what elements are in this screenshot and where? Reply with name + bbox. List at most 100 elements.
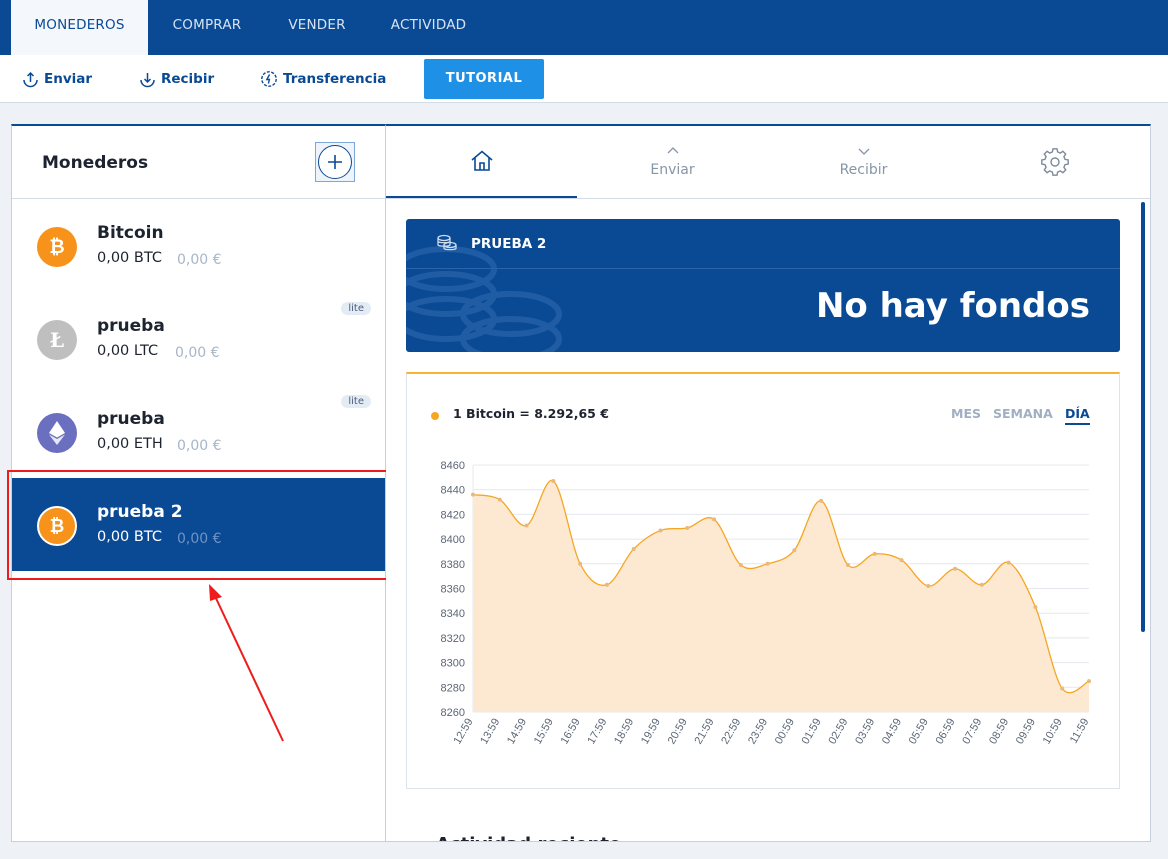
- wallet-eur-value: 0,00 €: [177, 438, 222, 454]
- x-tick-label: 08:59: [987, 717, 1011, 747]
- tab-monederos[interactable]: MONEDEROS: [11, 0, 148, 55]
- wallet-eur-value: 0,00 €: [177, 252, 222, 268]
- x-tick-label: 04:59: [880, 717, 904, 747]
- divider: [12, 198, 385, 199]
- data-point: [899, 558, 904, 563]
- y-tick-label: 8340: [441, 608, 465, 620]
- wallet-item-prueba-ltc[interactable]: Ł prueba 0,00 LTC 0,00 € lite: [12, 292, 385, 385]
- data-point: [1060, 686, 1065, 691]
- period-day[interactable]: DÍA: [1065, 406, 1090, 425]
- plus-icon: [328, 155, 342, 169]
- lite-badge: lite: [341, 395, 371, 408]
- data-point: [979, 582, 984, 587]
- wallet-name: prueba: [97, 409, 165, 429]
- wallet-name: prueba 2: [97, 502, 183, 522]
- rate-label: 1 Bitcoin = 8.292,65 €: [453, 406, 609, 421]
- x-tick-label: 03:59: [853, 717, 877, 747]
- x-tick-label: 22:59: [719, 717, 743, 747]
- send-label: Enviar: [44, 71, 93, 87]
- tab-vender[interactable]: VENDER: [288, 17, 346, 33]
- x-tick-label: 09:59: [1014, 717, 1038, 747]
- data-point: [953, 566, 958, 571]
- x-tick-label: 02:59: [826, 717, 850, 747]
- x-tick-label: 19:59: [639, 717, 663, 747]
- highlight-box: [7, 470, 392, 580]
- add-wallet-button[interactable]: [315, 142, 355, 182]
- wallet-item-prueba-2[interactable]: ₿ prueba 2 0,00 BTC 0,00 €: [12, 478, 385, 571]
- data-point: [631, 546, 636, 551]
- x-tick-label: 11:59: [1068, 717, 1092, 746]
- period-week[interactable]: SEMANA: [993, 406, 1053, 421]
- coins-icon: [437, 234, 457, 251]
- period-month[interactable]: MES: [951, 406, 981, 421]
- tab-comprar[interactable]: COMPRAR: [172, 17, 242, 33]
- x-tick-label: 23:59: [746, 717, 770, 747]
- y-tick-label: 8400: [441, 534, 465, 546]
- receive-button[interactable]: Recibir: [139, 69, 214, 89]
- tab-receive-label: Recibir: [839, 162, 888, 178]
- tab-home[interactable]: [386, 126, 577, 198]
- tab-settings[interactable]: [959, 126, 1150, 198]
- data-point: [1033, 605, 1038, 610]
- price-chart-card: 1 Bitcoin = 8.292,65 € MES SEMANA DÍA 82…: [406, 372, 1120, 789]
- data-point: [792, 548, 797, 553]
- data-point: [471, 492, 475, 497]
- tutorial-button[interactable]: TUTORIAL: [424, 59, 544, 99]
- wallet-eur-value: 0,00 €: [177, 531, 222, 547]
- x-tick-label: 20:59: [666, 717, 690, 747]
- y-tick-label: 8420: [441, 509, 465, 521]
- data-point: [1087, 679, 1091, 684]
- tab-receive[interactable]: Recibir: [768, 126, 959, 198]
- x-tick-label: 15:59: [532, 717, 556, 747]
- data-point: [1006, 560, 1011, 565]
- download-icon: [140, 72, 155, 87]
- y-tick-label: 8380: [441, 559, 465, 571]
- lite-badge: lite: [341, 302, 371, 315]
- receive-label: Recibir: [161, 71, 215, 87]
- x-tick-label: 07:59: [960, 717, 984, 747]
- transfer-icon: [261, 71, 277, 87]
- y-tick-label: 8300: [441, 658, 465, 670]
- bitcoin-icon: ₿: [37, 227, 77, 267]
- data-point: [819, 498, 824, 503]
- divider: [406, 268, 1120, 269]
- y-tick-label: 8320: [441, 633, 465, 645]
- funds-card: PRUEBA 2 No hay fondos: [406, 219, 1120, 352]
- wallets-title: Monederos: [42, 153, 149, 173]
- y-tick-label: 8460: [441, 460, 465, 472]
- bitcoin-icon: ₿: [37, 506, 77, 546]
- wallet-title: PRUEBA 2: [471, 236, 547, 252]
- x-tick-label: 12:59: [451, 717, 475, 747]
- x-tick-label: 21:59: [692, 717, 716, 747]
- scrollbar[interactable]: [1141, 202, 1145, 632]
- tab-send[interactable]: Enviar: [577, 126, 768, 198]
- ethereum-icon: [37, 413, 77, 453]
- transfer-label: Transferencia: [283, 71, 387, 87]
- recent-activity-title: Actividad reciente: [436, 834, 621, 841]
- y-tick-label: 8260: [441, 707, 465, 719]
- legend-dot: [431, 412, 439, 420]
- divider: [386, 198, 1150, 199]
- wallet-balance: 0,00 LTC: [97, 343, 159, 359]
- x-tick-label: 00:59: [773, 717, 797, 747]
- data-point: [551, 479, 556, 484]
- wallet-item-bitcoin[interactable]: ₿ Bitcoin 0,00 BTC 0,00 €: [12, 199, 385, 292]
- data-point: [712, 517, 717, 522]
- tab-actividad[interactable]: ACTIVIDAD: [390, 17, 467, 33]
- wallet-detail-panel: Enviar Recibir: [386, 124, 1151, 842]
- transfer-button[interactable]: Transferencia: [260, 69, 386, 89]
- data-point: [524, 523, 529, 528]
- data-point: [738, 563, 743, 568]
- tab-send-label: Enviar: [650, 162, 695, 178]
- y-tick-label: 8280: [441, 682, 465, 694]
- x-tick-label: 18:59: [612, 717, 636, 747]
- wallet-item-prueba-eth[interactable]: prueba 0,00 ETH 0,00 € lite: [12, 385, 385, 478]
- funds-message: No hay fondos: [815, 286, 1090, 326]
- data-point: [845, 563, 850, 568]
- send-button[interactable]: Enviar: [22, 69, 92, 89]
- x-tick-label: 14:59: [505, 717, 529, 747]
- data-point: [872, 551, 877, 556]
- wallet-name: Bitcoin: [97, 223, 164, 243]
- litecoin-icon: Ł: [37, 320, 77, 360]
- top-nav: MONEDEROS COMPRAR VENDER ACTIVIDAD: [0, 0, 1168, 55]
